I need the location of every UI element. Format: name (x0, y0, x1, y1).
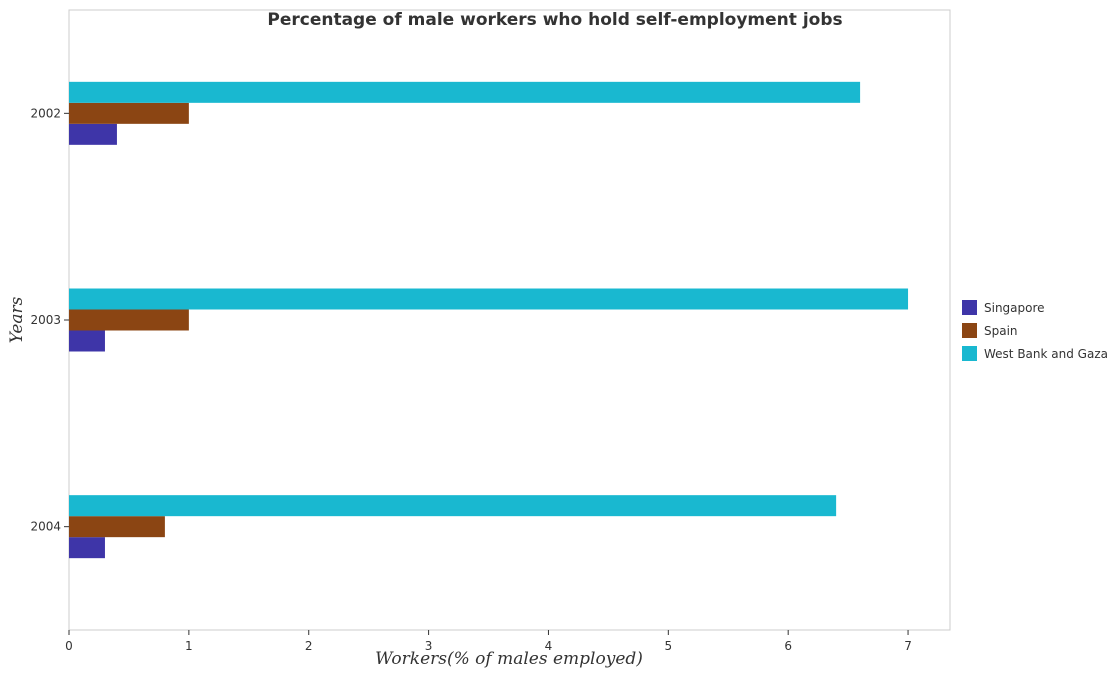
bar-west-bank-and-gaza-2003 (69, 288, 909, 310)
legend-swatch-spain (962, 323, 977, 338)
legend-swatch-singapore (962, 300, 977, 315)
bar-singapore-2004 (69, 537, 105, 559)
x-tick-label: 1 (185, 639, 193, 653)
bar-singapore-2002 (69, 123, 117, 145)
y-tick-label: 2003 (30, 313, 61, 327)
x-axis-ticks: 0 1 2 3 4 5 6 7 (65, 630, 912, 653)
y-tick-label: 2004 (30, 520, 61, 534)
bar-west-bank-and-gaza-2002 (69, 81, 861, 103)
x-tick-label: 0 (65, 639, 73, 653)
x-tick-label: 4 (545, 639, 553, 653)
y-axis-label: Years (7, 296, 27, 343)
x-tick-label: 5 (664, 639, 672, 653)
y-axis-ticks: 2002 2003 2004 (30, 106, 69, 534)
bar-spain-2003 (69, 309, 189, 331)
chart-title: Percentage of male workers who hold self… (267, 10, 842, 30)
legend-label-singapore: Singapore (984, 301, 1045, 315)
x-tick-label: 3 (425, 639, 433, 653)
x-tick-label: 7 (904, 639, 912, 653)
legend-label-spain: Spain (984, 324, 1018, 338)
legend-label-west-bank-and-gaza: West Bank and Gaza (984, 347, 1108, 361)
legend: Singapore Spain West Bank and Gaza (962, 300, 1108, 361)
x-tick-label: 2 (305, 639, 313, 653)
bar-singapore-2003 (69, 330, 105, 352)
bars (69, 81, 909, 559)
y-tick-label: 2002 (30, 106, 61, 120)
bar-spain-2004 (69, 516, 165, 538)
bar-spain-2002 (69, 102, 189, 124)
x-tick-label: 6 (784, 639, 792, 653)
x-axis-label: Workers(% of males employed) (375, 649, 643, 669)
plot-area (68, 9, 951, 631)
legend-swatch-west-bank-and-gaza (962, 346, 977, 361)
bar-west-bank-and-gaza-2004 (69, 495, 837, 517)
